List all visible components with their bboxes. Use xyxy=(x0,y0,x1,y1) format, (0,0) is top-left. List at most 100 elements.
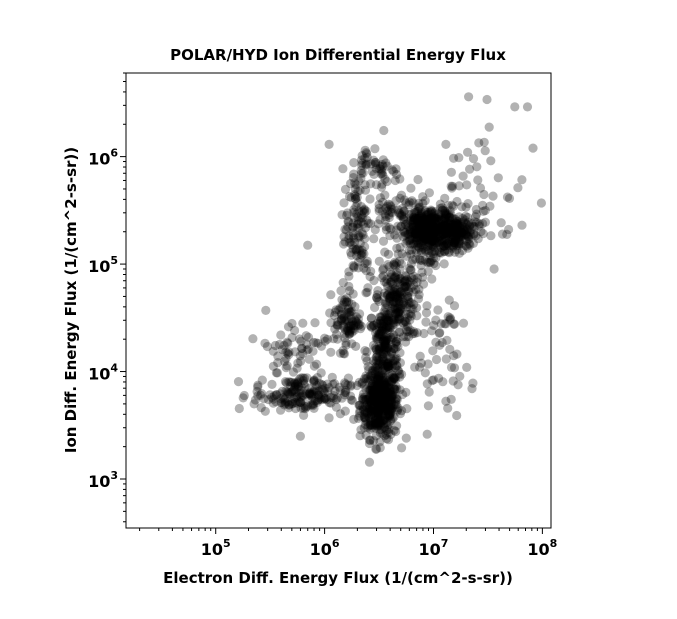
data-point xyxy=(376,312,386,322)
data-point xyxy=(400,316,410,327)
data-point xyxy=(371,344,381,354)
data-point xyxy=(410,239,420,249)
data-point xyxy=(352,192,362,202)
data-point xyxy=(372,318,382,328)
data-point xyxy=(375,420,385,430)
data-point xyxy=(375,318,385,329)
data-point xyxy=(361,266,371,276)
data-point xyxy=(373,373,383,383)
data-point xyxy=(386,353,396,363)
data-point xyxy=(370,366,380,376)
data-point xyxy=(362,347,372,357)
data-point xyxy=(385,404,395,414)
data-point xyxy=(381,298,391,308)
data-point xyxy=(373,419,383,429)
data-point xyxy=(346,323,356,333)
data-point xyxy=(436,223,446,233)
data-point xyxy=(374,413,384,423)
data-point xyxy=(430,222,440,232)
data-point xyxy=(284,400,294,410)
data-point xyxy=(436,222,446,232)
data-point xyxy=(427,215,437,225)
data-point xyxy=(416,211,426,221)
data-point xyxy=(391,396,401,406)
data-point xyxy=(290,380,301,390)
data-point xyxy=(370,416,380,426)
data-point xyxy=(441,234,451,244)
data-point xyxy=(349,320,359,331)
data-point xyxy=(370,396,380,406)
data-point xyxy=(414,198,424,209)
data-point xyxy=(256,403,266,413)
data-point xyxy=(425,238,435,248)
data-point xyxy=(257,375,267,385)
data-point xyxy=(385,231,395,241)
data-point xyxy=(434,373,444,383)
data-point xyxy=(404,209,414,219)
data-point xyxy=(292,398,302,408)
data-point xyxy=(371,355,381,366)
data-point xyxy=(378,360,388,370)
data-point xyxy=(382,345,392,355)
data-point xyxy=(465,227,475,237)
data-point xyxy=(374,358,384,368)
data-point xyxy=(377,318,387,328)
data-point xyxy=(425,229,435,239)
data-point xyxy=(337,303,347,313)
data-point xyxy=(417,221,427,231)
data-point xyxy=(249,399,259,409)
data-point xyxy=(452,220,462,230)
data-point xyxy=(434,247,444,258)
data-point xyxy=(392,339,402,350)
data-point xyxy=(395,242,405,252)
data-point xyxy=(376,424,386,434)
data-point xyxy=(416,207,426,217)
data-point xyxy=(383,394,393,404)
data-point xyxy=(348,244,358,254)
data-point xyxy=(346,314,356,324)
data-point xyxy=(432,233,443,243)
data-point xyxy=(383,290,393,300)
data-point xyxy=(476,226,486,237)
data-point xyxy=(346,319,356,329)
data-point xyxy=(443,213,453,223)
data-point xyxy=(343,316,354,326)
data-point xyxy=(387,270,397,280)
data-point xyxy=(386,207,396,217)
data-point xyxy=(349,207,359,217)
data-point xyxy=(348,324,358,334)
data-point xyxy=(401,309,411,319)
data-point xyxy=(302,345,312,355)
data-point xyxy=(373,408,383,418)
data-point xyxy=(460,230,470,240)
data-point xyxy=(352,219,362,229)
data-point xyxy=(427,241,438,251)
data-point xyxy=(367,386,377,396)
data-point xyxy=(395,358,405,368)
data-point xyxy=(383,403,393,413)
data-point xyxy=(432,245,443,255)
data-point xyxy=(296,403,306,413)
data-point xyxy=(373,401,383,411)
data-point xyxy=(369,320,379,330)
data-point xyxy=(345,321,355,331)
data-point xyxy=(454,240,464,250)
data-point xyxy=(385,409,395,419)
data-point xyxy=(322,395,332,405)
data-point xyxy=(294,374,304,384)
data-point xyxy=(352,223,362,233)
data-point xyxy=(384,361,394,371)
data-point xyxy=(349,169,359,179)
data-point xyxy=(479,189,489,200)
data-point xyxy=(360,145,370,155)
data-point xyxy=(394,256,405,266)
data-point xyxy=(290,325,300,336)
data-point xyxy=(365,219,375,229)
data-point xyxy=(435,199,445,209)
data-point xyxy=(355,238,365,248)
data-point xyxy=(418,272,428,282)
data-point xyxy=(407,209,417,219)
data-point xyxy=(294,396,304,407)
data-point xyxy=(304,389,314,399)
data-point xyxy=(393,314,403,324)
